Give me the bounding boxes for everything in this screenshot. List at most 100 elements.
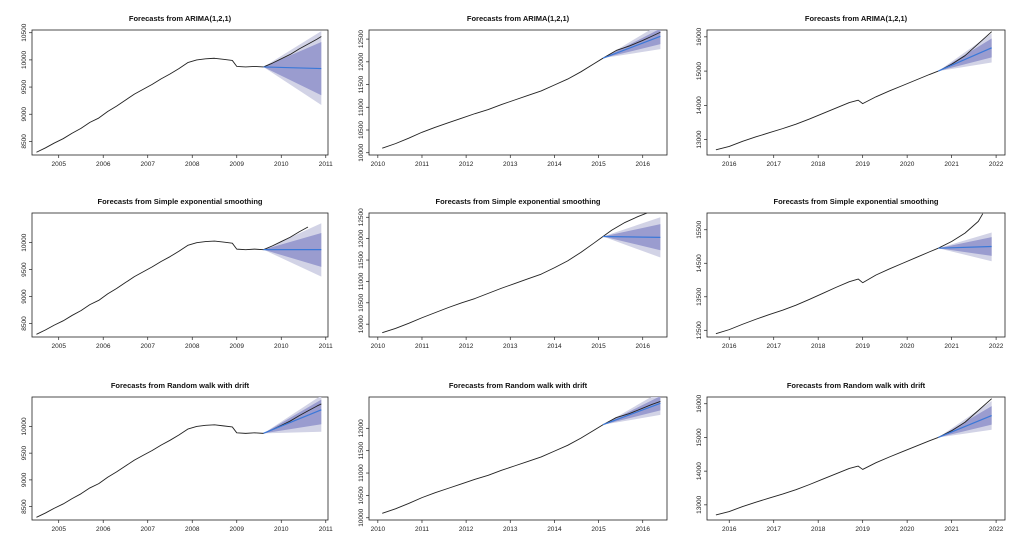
x-tick-label: 2007 (140, 343, 155, 350)
chart-title: Forecasts from Random walk with drift (111, 381, 250, 390)
x-tick-label: 2013 (503, 343, 518, 350)
y-tick-label: 8500 (21, 134, 28, 149)
x-tick-label: 2011 (415, 161, 429, 168)
y-tick-label: 10500 (358, 293, 365, 311)
x-tick-label: 2018 (811, 526, 826, 533)
y-tick-label: 14000 (696, 96, 703, 114)
y-tick-label: 10000 (358, 143, 365, 161)
y-tick-label: 10000 (21, 417, 28, 435)
x-tick-label: 2020 (900, 526, 915, 533)
x-tick-label: 2006 (96, 161, 111, 168)
y-tick-label: 12000 (358, 419, 365, 437)
band-80 (602, 30, 661, 59)
x-tick-label: 2017 (766, 161, 781, 168)
x-tick-label: 2006 (96, 343, 111, 350)
plot-frame (706, 396, 1006, 521)
x-tick-label: 2016 (635, 526, 650, 533)
y-tick-label: 15500 (696, 220, 703, 238)
series-group (715, 213, 992, 335)
x-tick-label: 2018 (811, 161, 826, 168)
x-tick-label: 2019 (855, 343, 870, 350)
band-80 (938, 38, 992, 72)
x-tick-label: 2016 (635, 161, 650, 168)
series-group (382, 30, 661, 149)
x-tick-label: 2014 (547, 161, 562, 168)
forecast-mean-line (938, 47, 992, 72)
chart-title: Forecasts from ARIMA(1,2,1) (805, 14, 908, 23)
y-tick-label: 12000 (358, 52, 365, 70)
actual-line (263, 226, 309, 251)
x-tick-label: 2012 (459, 526, 474, 533)
series-group (382, 397, 661, 514)
history-line (36, 240, 264, 335)
history-line (382, 424, 604, 514)
x-tick-label: 2015 (591, 526, 606, 533)
y-tick-label: 8500 (21, 499, 28, 514)
chart-panel-6: Forecasts from Simple exponential smooth… (696, 197, 1006, 350)
y-tick-label: 9000 (21, 107, 28, 122)
x-tick-label: 2010 (371, 343, 386, 350)
history-line (715, 70, 939, 151)
y-tick-label: 12500 (358, 30, 365, 48)
plot-frame (368, 396, 668, 521)
actual-line (938, 31, 992, 72)
x-tick-label: 2007 (140, 161, 155, 168)
chart-panel-1: Forecasts from ARIMA(1,2,1) 2005 2006 2007 2… (21, 14, 333, 168)
plot-frame (706, 29, 1006, 156)
x-tick-label: 2016 (722, 526, 737, 533)
x-tick-label: 2011 (319, 161, 333, 168)
y-tick-label: 10000 (21, 233, 28, 251)
y-tick-label: 9000 (21, 289, 28, 304)
y-tick-label: 11000 (358, 98, 365, 116)
x-tick-label: 2017 (766, 343, 781, 350)
x-tick-label: 2017 (766, 526, 781, 533)
forecast-mean-line (602, 235, 661, 238)
actual-line (602, 31, 661, 59)
x-tick-label: 2016 (722, 161, 737, 168)
y-tick-label: 9500 (21, 446, 28, 461)
x-tick-label: 2011 (319, 526, 333, 533)
chart-panel-5: Forecasts from Simple exponential smooth… (358, 197, 668, 350)
x-tick-label: 2010 (274, 526, 289, 533)
x-tick-label: 2011 (415, 343, 429, 350)
forecast-mean-line (938, 245, 992, 249)
x-tick-label: 2020 (900, 161, 915, 168)
chart-title: Forecasts from ARIMA(1,2,1) (467, 14, 570, 23)
x-tick-label: 2006 (96, 526, 111, 533)
forecast-mean-line (938, 414, 992, 438)
series-group (715, 398, 992, 516)
x-tick-label: 2015 (591, 343, 606, 350)
y-tick-label: 12500 (358, 208, 365, 226)
x-tick-label: 2011 (319, 343, 333, 350)
band-80 (938, 237, 992, 256)
history-line (36, 57, 264, 153)
band-80 (263, 399, 322, 434)
y-tick-label: 9500 (21, 79, 28, 94)
chart-title: Forecasts from Random walk with drift (787, 381, 926, 390)
actual-line (263, 36, 322, 68)
chart-panel-7: Forecasts from Random walk with drift 200… (21, 381, 333, 533)
forecast-mean-line (602, 35, 661, 59)
x-tick-label: 2013 (503, 161, 518, 168)
x-tick-label: 2022 (989, 526, 1004, 533)
x-tick-label: 2011 (415, 526, 429, 533)
chart-title: Forecasts from ARIMA(1,2,1) (129, 14, 232, 23)
plot-frame (31, 212, 329, 338)
y-tick-label: 11000 (358, 272, 365, 290)
chart-panel-2: Forecasts from ARIMA(1,2,1) 2010 2011 2012 2… (358, 14, 668, 168)
x-tick-label: 2022 (989, 161, 1004, 168)
x-tick-label: 2014 (547, 343, 562, 350)
history-line (382, 236, 604, 334)
y-tick-label: 14500 (696, 254, 703, 272)
chart-title: Forecasts from Simple exponential smooth… (97, 197, 262, 206)
history-line (715, 247, 939, 335)
x-tick-label: 2010 (274, 343, 289, 350)
y-tick-label: 13500 (696, 287, 703, 305)
series-group (36, 31, 322, 153)
series-group (715, 31, 992, 151)
x-tick-label: 2022 (989, 343, 1004, 350)
y-tick-label: 10500 (21, 23, 28, 41)
band-80 (602, 397, 661, 425)
y-tick-label: 12000 (358, 229, 365, 247)
y-tick-label: 9500 (21, 262, 28, 277)
